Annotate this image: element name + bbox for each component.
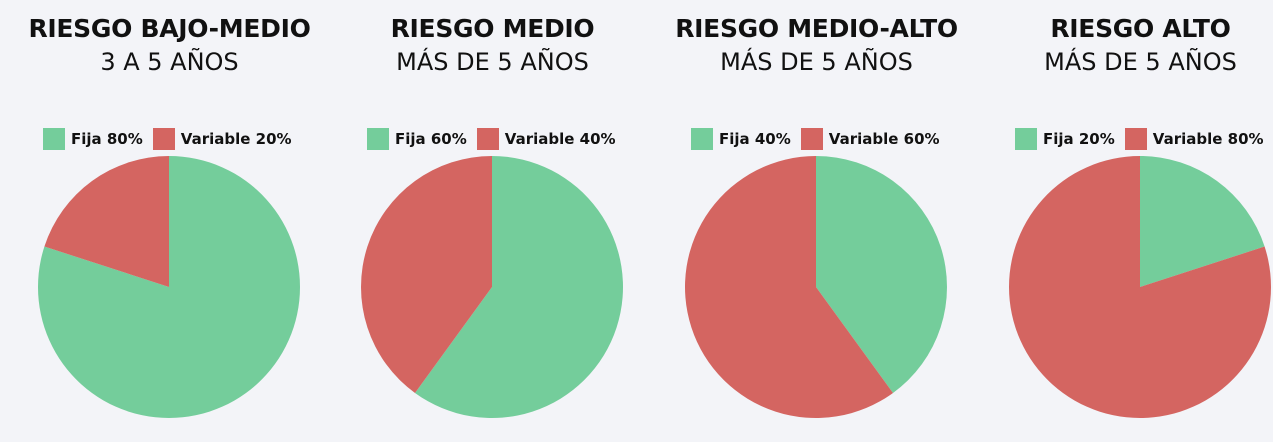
chart-title: RIESGO MEDIO (390, 14, 595, 43)
pie-chart (361, 156, 624, 418)
pie-slice-variable (44, 156, 169, 287)
legend-label-fija: Fija 80% (71, 130, 143, 148)
pie-slice-variable (684, 156, 893, 418)
legend-label-variable: Variable 80% (1152, 130, 1264, 148)
legend-item-fija: Fija 20% (1015, 128, 1115, 150)
pie-slice-fija (1140, 156, 1265, 287)
chart-title: RIESGO BAJO-MEDIO (28, 14, 311, 43)
legend-label-fija: Fija 40% (719, 130, 791, 148)
chart-legend: Fija 80% Variable 20% (43, 128, 302, 150)
legend-swatch-fija (367, 128, 389, 150)
chart-legend: Fija 40% Variable 60% (691, 128, 950, 150)
legend-label-variable: Variable 60% (828, 130, 940, 148)
pie-chart (1009, 156, 1272, 418)
legend-item-variable: Variable 60% (800, 128, 940, 150)
pie-chart (684, 156, 947, 418)
chart-title: RIESGO ALTO (1050, 14, 1231, 43)
pie-chart (37, 156, 300, 418)
chart-legend: Fija 20% Variable 80% (1015, 128, 1273, 150)
pie-slice-variable (1009, 156, 1272, 418)
chart-subtitle: MÁS DE 5 AÑOS (396, 48, 589, 76)
legend-label-fija: Fija 20% (1043, 130, 1115, 148)
chart-subtitle: MÁS DE 5 AÑOS (720, 48, 913, 76)
legend-swatch-variable (152, 128, 175, 150)
legend-label-variable: Variable 20% (180, 130, 292, 148)
pie-slice-variable (361, 156, 492, 393)
legend-item-variable: Variable 80% (1124, 128, 1264, 150)
legend-label-fija: Fija 60% (395, 130, 467, 148)
legend-swatch-variable (1124, 128, 1147, 150)
legend-item-fija: Fija 60% (367, 128, 467, 150)
legend-swatch-fija (691, 128, 713, 150)
legend-swatch-variable (476, 128, 499, 150)
chart-legend: Fija 60% Variable 40% (367, 128, 626, 150)
legend-item-fija: Fija 80% (43, 128, 143, 150)
chart-title: RIESGO MEDIO-ALTO (675, 14, 958, 43)
legend-swatch-fija (1015, 128, 1037, 150)
chart-panel-riesgo-medio-alto: RIESGO MEDIO-ALTO MÁS DE 5 AÑOS Fija 40%… (655, 0, 978, 442)
chart-panel-riesgo-bajo-medio: RIESGO BAJO-MEDIO 3 A 5 AÑOS Fija 80% Va… (8, 0, 331, 442)
pie-slice-fija (415, 156, 624, 418)
legend-item-variable: Variable 40% (476, 128, 616, 150)
legend-label-variable: Variable 40% (504, 130, 616, 148)
chart-panel-riesgo-alto: RIESGO ALTO MÁS DE 5 AÑOS Fija 20% Varia… (979, 0, 1273, 442)
chart-panel-riesgo-medio: RIESGO MEDIO MÁS DE 5 AÑOS Fija 60% Vari… (331, 0, 654, 442)
pie-slice-fija (816, 156, 947, 393)
legend-item-fija: Fija 40% (691, 128, 791, 150)
legend-swatch-fija (43, 128, 65, 150)
chart-subtitle: MÁS DE 5 AÑOS (1044, 48, 1237, 76)
pie-slice-fija (37, 156, 300, 418)
chart-subtitle: 3 A 5 AÑOS (100, 48, 239, 76)
legend-swatch-variable (800, 128, 823, 150)
legend-item-variable: Variable 20% (152, 128, 292, 150)
